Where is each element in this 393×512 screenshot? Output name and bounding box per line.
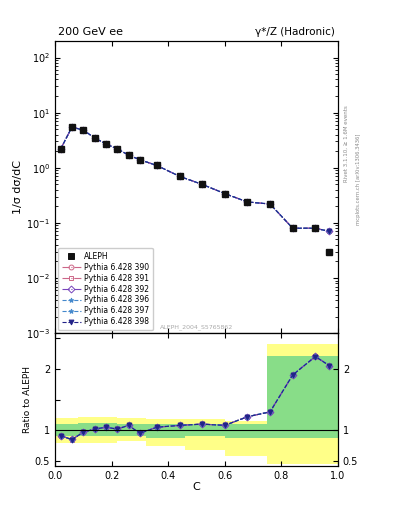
Legend: ALEPH, Pythia 6.428 390, Pythia 6.428 391, Pythia 6.428 392, Pythia 6.428 396, P: ALEPH, Pythia 6.428 390, Pythia 6.428 39… [58,248,153,330]
Text: ALEPH_2004_S5765862: ALEPH_2004_S5765862 [160,325,233,330]
Text: Rivet 3.1.10, ≥ 1.6M events: Rivet 3.1.10, ≥ 1.6M events [344,105,349,182]
Y-axis label: 1/σ dσ/dC: 1/σ dσ/dC [13,160,24,214]
Text: 200 GeV ee: 200 GeV ee [58,27,123,36]
Y-axis label: Ratio to ALEPH: Ratio to ALEPH [23,366,32,433]
Text: γ*/Z (Hadronic): γ*/Z (Hadronic) [255,27,335,36]
Text: mcplots.cern.ch [arXiv:1306.3436]: mcplots.cern.ch [arXiv:1306.3436] [356,134,361,225]
X-axis label: C: C [193,482,200,492]
